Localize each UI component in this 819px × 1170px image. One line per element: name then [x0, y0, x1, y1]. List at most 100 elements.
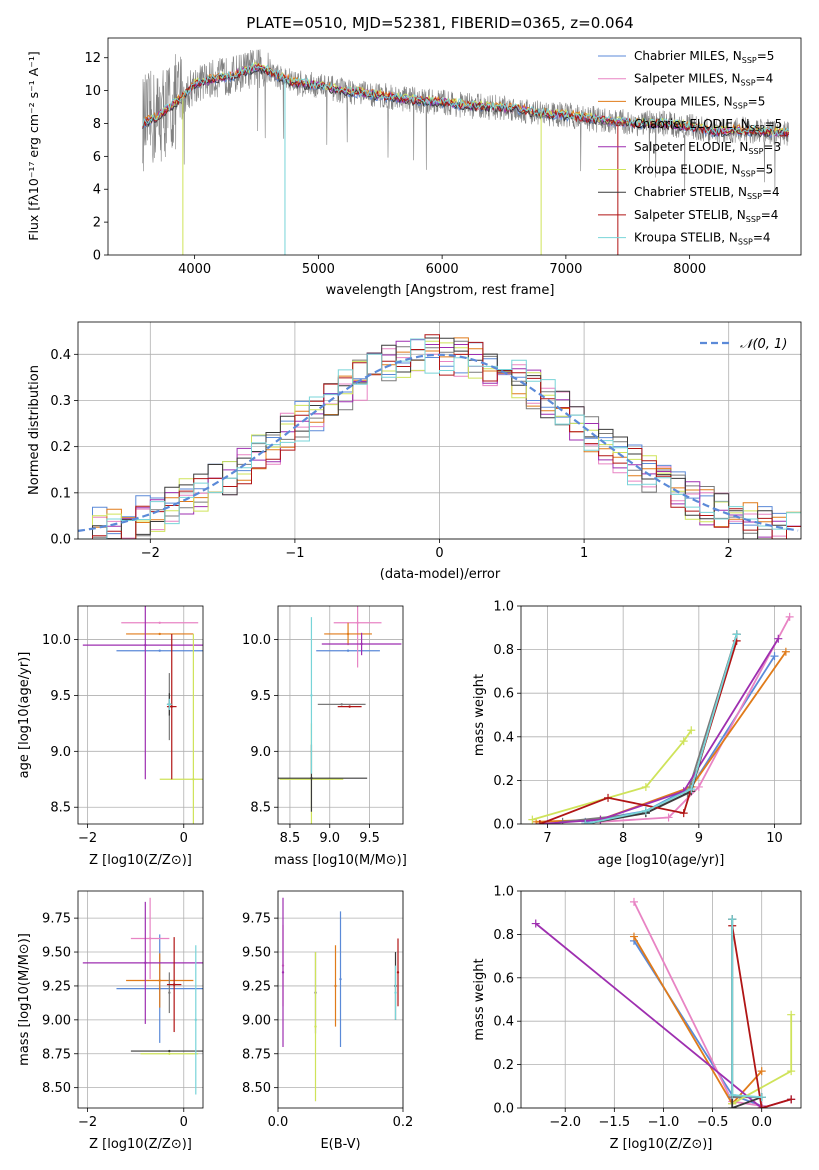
y-tick-label: 9.00: [42, 1013, 71, 1028]
weight-line: [731, 919, 762, 1099]
data-point: [158, 621, 161, 624]
plot-area-age-vs-Z: [82, 606, 203, 824]
weight-marker: [728, 1104, 737, 1108]
axes-frame: [520, 890, 802, 1109]
x-axis-label: (data-model)/error: [380, 567, 501, 582]
y-tick-label: 9.75: [42, 912, 71, 927]
y-tick-label: 6: [93, 150, 101, 165]
legend-label: Chabrier MILES, NSSP=5: [634, 49, 774, 65]
y-tick-label: 9.0: [50, 745, 71, 760]
x-tick-label: 5000: [302, 262, 335, 277]
x-tick-label: −1.0: [648, 1115, 680, 1130]
data-point: [334, 984, 337, 988]
axes-frame: [77, 321, 802, 540]
x-tick-label: −2: [78, 1115, 97, 1130]
data-point: [158, 649, 161, 652]
weight-line: [585, 634, 738, 824]
x-tick-label: −2.0: [549, 1115, 581, 1130]
weight-marker: [785, 612, 794, 621]
legend-label: Salpeter ELODIE, NSSP=3: [634, 140, 781, 156]
weight-marker: [641, 782, 650, 791]
weight-marker: [770, 652, 779, 661]
y-tick-label: 1.0: [493, 885, 514, 900]
plot-area-age-vs-mass: [278, 606, 402, 824]
legend-label: Chabrier STELIB, NSSP=4: [634, 185, 780, 201]
weight-line: [532, 729, 693, 821]
x-tick-label: −1: [285, 546, 304, 561]
x-tick-label: 7: [543, 831, 551, 846]
axes-weight-vs-age: 7 8 9 10 0.0 0.2 0.4 0.6 0.8 1.0 age [log10(age/yr…: [472, 600, 802, 868]
y-tick-label: 4: [93, 183, 101, 198]
weight-marker: [728, 915, 737, 924]
weight-marker: [531, 919, 540, 928]
y-tick-label: 10.0: [42, 633, 71, 648]
x-tick-label: 7000: [549, 262, 582, 277]
y-tick-label: 2: [93, 216, 101, 231]
weight-marker: [629, 897, 638, 906]
x-tick-label: 9: [695, 831, 703, 846]
weight-marker: [694, 782, 703, 791]
weight-marker: [687, 785, 696, 794]
axes-residuals: −2 −1 0 1 2 0.0 0.1 0.2 0.3 0.4 𝒩(0, 1) (data-model…: [27, 321, 802, 582]
chart-title: PLATE=0510, MJD=52381, FIBERID=0365, z=0…: [246, 14, 633, 32]
y-tick-label: 10: [84, 84, 101, 99]
weight-marker: [787, 1095, 796, 1104]
weight-line: [731, 919, 762, 1099]
y-axis-label: age [log10(age/yr)]: [17, 652, 32, 779]
weight-marker: [679, 737, 688, 746]
weight-marker: [679, 809, 688, 818]
y-tick-label: 0.3: [50, 394, 71, 409]
y-axis-label: mass weight: [472, 958, 487, 1040]
model-spectrum: [142, 66, 789, 138]
weight-marker: [687, 726, 696, 735]
model-spectrum: [142, 61, 789, 137]
data-point: [194, 1018, 197, 1022]
histogram-kroupa-stelib: [78, 338, 801, 539]
data-point: [310, 776, 313, 780]
axes-frame: [107, 37, 802, 256]
y-tick-label: 9.5: [250, 689, 271, 704]
y-tick-label: 0.4: [493, 730, 514, 745]
data-point: [168, 1049, 171, 1053]
axes-weight-vs-Z: −2.0 −1.5 −1.0 −0.5 0.0 0.0 0.2 0.4 0.6 0.8 1.0 Z […: [472, 885, 802, 1152]
x-tick-label: 0.0: [751, 1115, 772, 1130]
x-tick-label: −2: [141, 546, 160, 561]
data-point: [360, 642, 363, 646]
x-axis-label: age [log10(age/yr)]: [598, 853, 725, 868]
weight-marker: [757, 1067, 766, 1076]
axes-mass-vs-ebv: 0.0 0.2 8.50 8.75 9.00 9.25 9.50 9.75 E(B-V): [242, 890, 413, 1152]
axes-frame: [277, 890, 404, 1109]
x-axis-label: Z [log10(Z/Z⊙)]: [610, 1137, 713, 1152]
y-tick-label: 8.5: [50, 801, 71, 816]
y-tick-label: 0.6: [493, 971, 514, 986]
data-point: [340, 703, 343, 706]
weight-marker: [535, 820, 544, 824]
axes-age-vs-Z: −2 0 8.5 9.0 9.5 10.0 Z [log10(Z/Z⊙)] age [log1…: [17, 605, 204, 868]
legend-label: Chabrier ELODIE, NSSP=5: [634, 117, 782, 133]
x-tick-label: 8.5: [280, 831, 301, 846]
x-tick-label: 1: [580, 546, 588, 561]
data-point: [356, 621, 359, 624]
x-tick-label: 0: [180, 831, 188, 846]
x-tick-label: −1.5: [599, 1115, 631, 1130]
weight-marker: [787, 1010, 796, 1019]
x-tick-label: 8000: [673, 262, 706, 277]
data-point: [144, 643, 147, 647]
y-tick-label: 0.1: [50, 486, 71, 501]
axes-frame: [77, 605, 204, 825]
weight-marker: [728, 1090, 737, 1099]
y-tick-label: 9.0: [250, 745, 271, 760]
weight-marker: [774, 634, 783, 643]
y-tick-label: 8: [93, 117, 101, 132]
y-tick-label: 8.50: [242, 1081, 271, 1096]
y-tick-label: 8.50: [42, 1081, 71, 1096]
y-tick-label: 9.50: [42, 946, 71, 961]
data-point: [281, 971, 285, 974]
y-tick-label: 0.2: [493, 1058, 514, 1073]
y-tick-label: 0.4: [493, 1015, 514, 1030]
y-tick-label: 10.0: [242, 633, 271, 648]
axes-frame: [277, 605, 404, 825]
data-point: [346, 649, 350, 652]
y-tick-label: 0.6: [493, 687, 514, 702]
